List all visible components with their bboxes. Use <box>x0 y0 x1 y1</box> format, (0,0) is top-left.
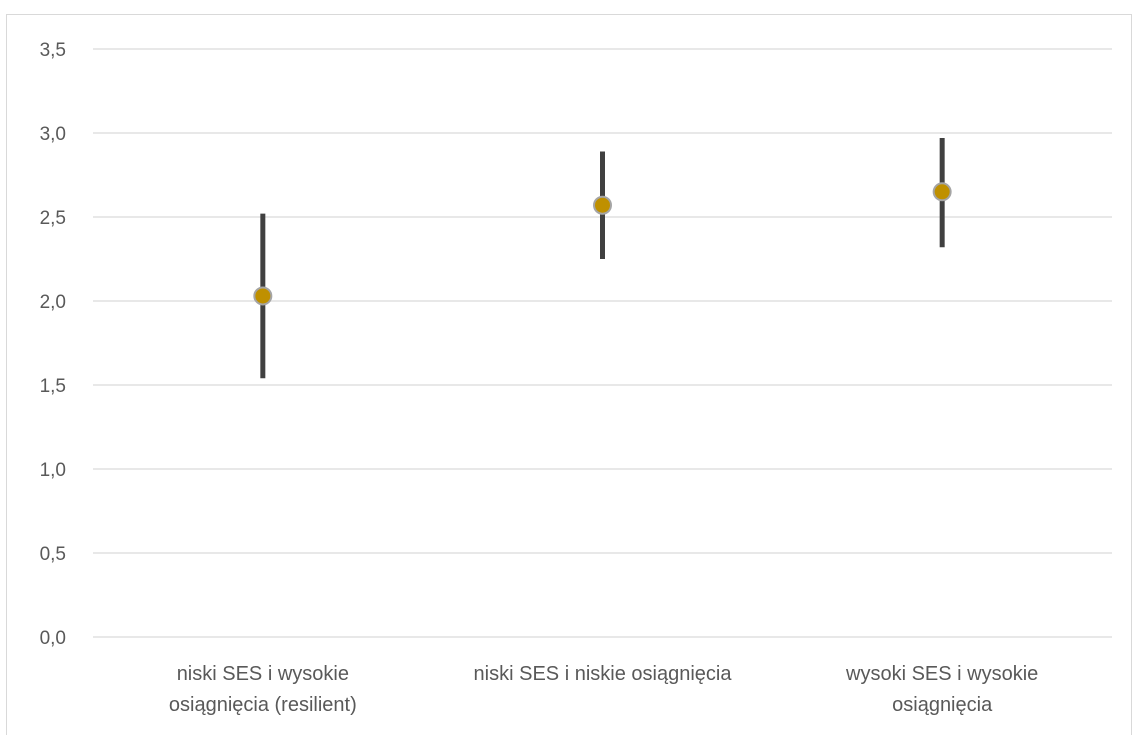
mean-marker <box>593 195 612 215</box>
mean-marker <box>932 182 952 202</box>
y-tick-label: 0,0 <box>40 628 66 649</box>
y-tick-label: 1,0 <box>40 460 66 481</box>
y-axis-tick-labels: 0,0 0,5 1,0 1,5 2,0 2,5 3,0 3,5 <box>40 40 66 649</box>
x-category-label-line: wysoki SES i wysokie <box>845 663 1038 685</box>
x-category-label: niski SES i niskie osiągnięcia <box>474 663 733 685</box>
y-tick-label: 2,5 <box>40 208 66 229</box>
gridlines <box>93 48 1112 638</box>
y-tick-label: 0,5 <box>40 544 66 565</box>
x-category-label: wysoki SES i wysokie osiągnięcia <box>845 663 1038 716</box>
y-tick-label: 3,5 <box>40 40 66 61</box>
mean-markers <box>253 182 952 306</box>
error-bars <box>260 138 945 379</box>
x-axis-category-labels: niski SES i wysokie osiągnięcia (resilien… <box>169 663 1038 716</box>
x-category-label: niski SES i wysokie osiągnięcia (resilien… <box>169 663 357 716</box>
x-category-label-line: osiągnięcia <box>892 694 993 716</box>
x-category-label-line: niski SES i wysokie <box>177 663 349 685</box>
y-tick-label: 3,0 <box>40 124 66 145</box>
x-category-label-line: niski SES i niskie osiągnięcia <box>474 663 733 685</box>
y-tick-label: 1,5 <box>40 376 66 397</box>
mean-marker <box>253 286 273 306</box>
chart-frame <box>6 14 1132 735</box>
y-tick-label: 2,0 <box>40 292 66 313</box>
x-category-label-line: osiągnięcia (resilient) <box>169 694 357 716</box>
